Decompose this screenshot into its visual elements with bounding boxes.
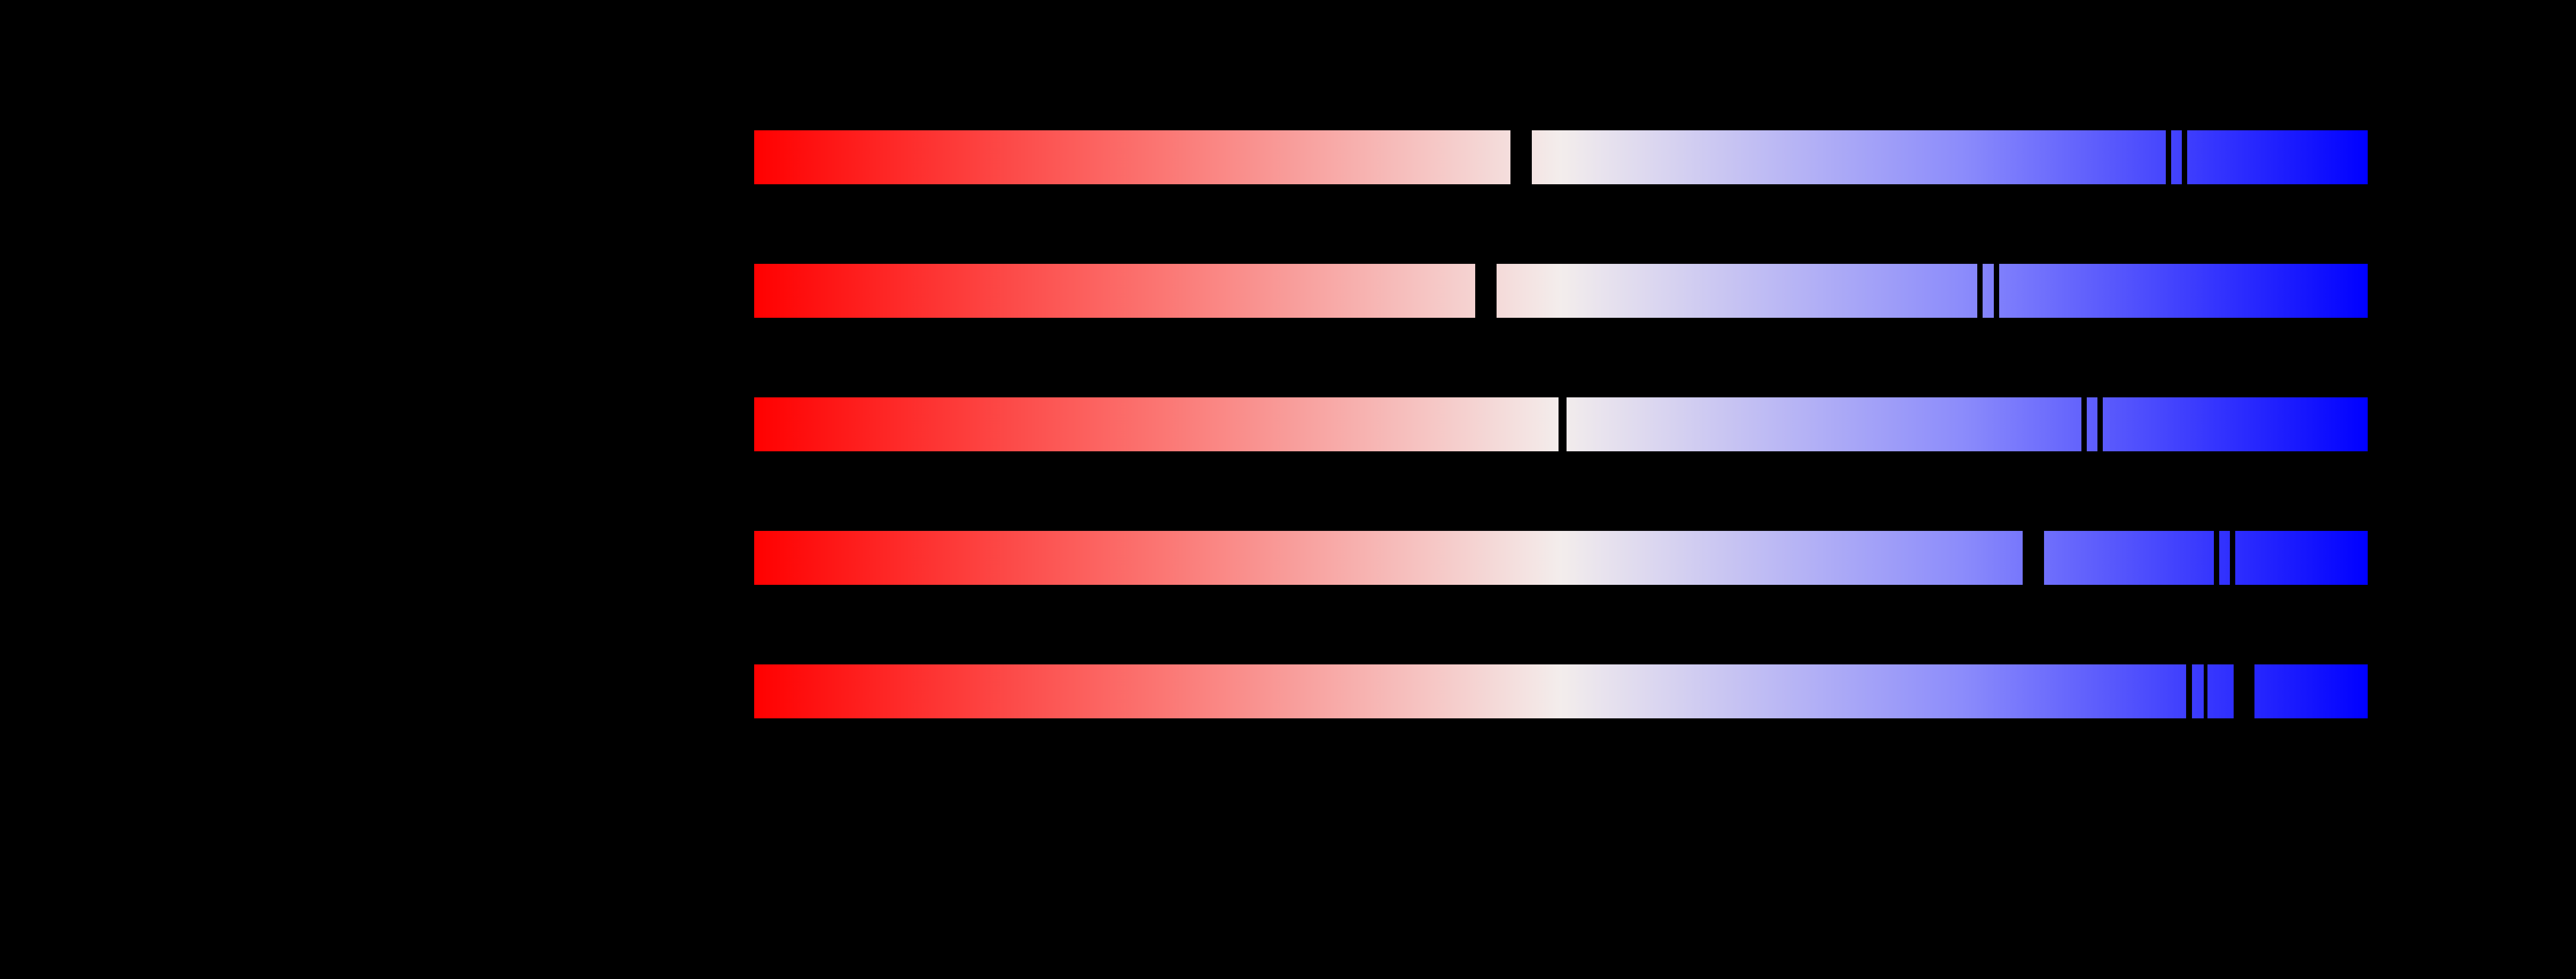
break-mark-2-3 [1994, 264, 1999, 318]
break-mark-2-2 [1977, 264, 1983, 318]
break-mark-4-3 [2230, 531, 2235, 585]
break-mark-3-1 [1559, 397, 1567, 451]
gradient-bar-2 [754, 264, 2368, 318]
break-mark-5-2 [2204, 664, 2207, 718]
gradient-bar-3 [754, 397, 2368, 451]
gradient-bar-5 [754, 664, 2368, 718]
break-mark-4-1 [2023, 531, 2044, 585]
gradient-bar-1 [754, 130, 2368, 184]
break-mark-3-3 [2097, 397, 2103, 451]
gradient-bar-4 [754, 531, 2368, 585]
break-mark-2-1 [1475, 264, 1497, 318]
break-mark-1-3 [2182, 130, 2187, 184]
break-mark-1-1 [1510, 130, 1532, 184]
break-mark-4-2 [2214, 531, 2219, 585]
break-mark-1-2 [2166, 130, 2171, 184]
break-mark-5-1 [2186, 664, 2192, 718]
break-mark-3-2 [2081, 397, 2087, 451]
break-mark-5-3 [2234, 664, 2254, 718]
